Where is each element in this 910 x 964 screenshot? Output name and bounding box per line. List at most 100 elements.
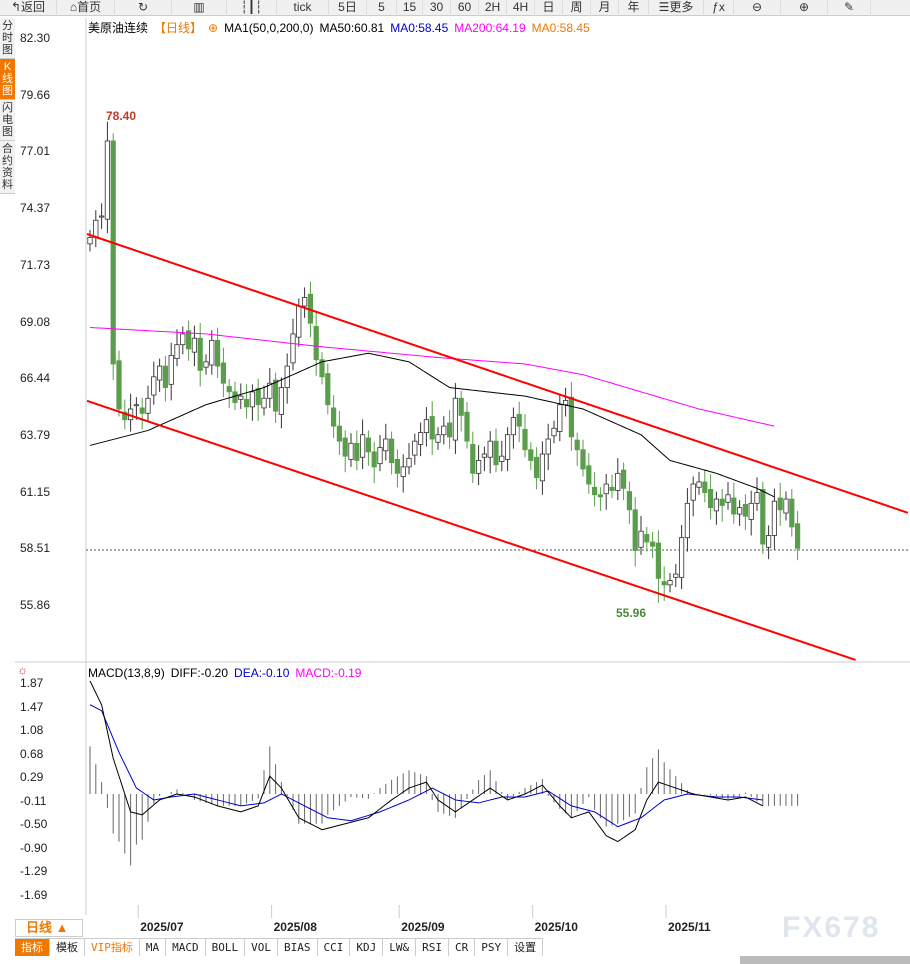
toolbar-button-15[interactable]: 月	[591, 0, 619, 16]
toolbar-button-9[interactable]: 30	[423, 0, 451, 16]
indicator-tab-12[interactable]: CR	[449, 939, 476, 956]
candle-body	[197, 337, 203, 371]
candle-body	[603, 483, 609, 495]
toolbar-button-10[interactable]: 60	[451, 0, 479, 16]
toolbar-button-19[interactable]: ⊖	[734, 0, 781, 16]
candle-body	[203, 361, 209, 368]
ma-indicator-name[interactable]: MA1(50,0,200,0)	[224, 21, 314, 35]
ma50-value: MA50:60.81	[319, 21, 385, 35]
candle-body	[441, 425, 447, 436]
indicator-tab-9[interactable]: KDJ	[350, 939, 384, 956]
side-tab-1[interactable]: K线图	[0, 59, 15, 100]
ma50-line	[89, 352, 775, 498]
toolbar-button-13[interactable]: 日	[535, 0, 563, 16]
candle-body	[435, 434, 441, 443]
candle-body	[371, 451, 377, 468]
toolbar-button-14[interactable]: 周	[563, 0, 591, 16]
candle-body	[470, 443, 476, 474]
indicator-tab-4[interactable]: MACD	[166, 939, 206, 956]
side-tabs: 分时图 K线图 闪电图 合约资料	[0, 18, 15, 194]
toolbar-button-17[interactable]: ☰更多	[649, 0, 704, 16]
macd-y-tick-label: -1.69	[20, 887, 48, 902]
ma200-value: MA200:64.19	[454, 21, 526, 35]
candle-body	[679, 537, 685, 578]
candle-body	[713, 498, 720, 512]
candle-body	[168, 354, 174, 385]
candle-body	[296, 305, 302, 338]
toolbar-label: 首页	[77, 0, 102, 14]
candle-body	[417, 432, 424, 445]
scrollbar[interactable]	[740, 956, 910, 964]
candle-body	[609, 486, 615, 491]
toolbar-button-0[interactable]: ↰返回	[0, 0, 57, 16]
period-selector[interactable]: 日线 ▲	[15, 919, 83, 937]
macd-value: MACD:-0.19	[295, 666, 362, 680]
candle-body	[621, 469, 627, 489]
period-label[interactable]: 【日线】	[154, 21, 203, 35]
indicator-tab-0[interactable]: 指标	[15, 939, 50, 956]
indicator-tab-8[interactable]: CCI	[318, 939, 351, 956]
candle-body	[145, 397, 151, 414]
candle-body	[93, 219, 99, 238]
toolbar: ↰返回 ⌂首页 ↻ ▥ ┆┃┆ tick 5日 5 15 30 60 2H 4H 日周月年 ☰更多 ƒx ⊖ ⊕ ✎	[0, 0, 910, 16]
side-tab-3[interactable]: 合约资料	[0, 141, 15, 194]
macd-name[interactable]: MACD(13,8,9)	[88, 666, 165, 680]
bar-chart-icon: ▥	[193, 0, 205, 14]
indicator-tab-3[interactable]: MA	[140, 939, 167, 956]
indicator-tab-2[interactable]: VIP指标	[85, 939, 140, 956]
candle-body	[638, 530, 644, 548]
macd-settings-icon[interactable]: ☼	[17, 663, 28, 677]
macd-y-tick-label: 1.87	[20, 675, 44, 690]
candle-body	[545, 438, 551, 455]
candle-body	[255, 388, 261, 406]
candle-body	[632, 509, 638, 551]
toolbar-button-18[interactable]: ƒx	[704, 0, 734, 16]
toolbar-button-4[interactable]: ┆┃┆	[227, 0, 277, 16]
candle-body	[748, 502, 754, 520]
toolbar-button-2[interactable]: ↻	[115, 0, 172, 16]
toolbar-button-1[interactable]: ⌂首页	[57, 0, 115, 16]
dea-line	[89, 704, 763, 828]
y-tick-label: 77.01	[20, 144, 51, 159]
side-tab-2[interactable]: 闪电图	[0, 100, 15, 141]
toolbar-button-20[interactable]: ⊕	[781, 0, 828, 16]
candle-body	[156, 365, 163, 381]
toolbar-button-7[interactable]: 5	[367, 0, 397, 16]
indicator-tab-13[interactable]: PSY	[475, 939, 509, 956]
indicator-tab-1[interactable]: 模板	[50, 939, 85, 956]
macd-y-tick-label: 1.08	[20, 722, 44, 737]
indicator-tab-6[interactable]: VOL	[245, 939, 278, 956]
toolbar-button-3[interactable]: ▥	[172, 0, 227, 16]
toolbar-button-8[interactable]: 15	[397, 0, 423, 16]
indicator-tab-7[interactable]: BIAS	[278, 939, 318, 956]
toolbar-button-6[interactable]: 5日	[329, 0, 367, 16]
candle-body	[180, 333, 186, 346]
indicator-tab-11[interactable]: RSI	[416, 939, 449, 956]
candle-body	[383, 438, 389, 452]
y-tick-label: 55.86	[20, 598, 51, 612]
toolbar-label: ⊕	[798, 0, 810, 14]
macd-legend: MACD(13,8,9) DIFF:-0.20 DEA:-0.10 MACD:-0.1…	[88, 666, 367, 680]
candle-body	[116, 360, 122, 410]
candle-body	[336, 425, 343, 442]
toolbar-button-12[interactable]: 4H	[507, 0, 535, 16]
indicator-tab-14[interactable]: 设置	[508, 939, 544, 956]
toolbar-button-5[interactable]: tick	[277, 0, 329, 16]
toolbar-label: 15	[402, 0, 417, 14]
candle-body	[429, 416, 435, 440]
indicator-tab-5[interactable]: BOLL	[206, 939, 246, 956]
toolbar-label: 2H	[484, 0, 501, 14]
toolbar-button-11[interactable]: 2H	[479, 0, 507, 16]
candle-body	[342, 437, 348, 457]
side-tab-0[interactable]: 分时图	[0, 18, 15, 59]
candle-body	[261, 397, 267, 409]
candle-body	[388, 438, 395, 464]
toolbar-label: 5日	[338, 0, 357, 14]
candle-body	[696, 481, 702, 488]
toolbar-button-16[interactable]: 年	[619, 0, 649, 16]
indicator-tab-10[interactable]: LW&	[383, 939, 417, 956]
settings-icon[interactable]: ⊕	[208, 21, 219, 35]
toolbar-button-21[interactable]: ✎	[828, 0, 871, 16]
candle-body	[406, 457, 412, 468]
